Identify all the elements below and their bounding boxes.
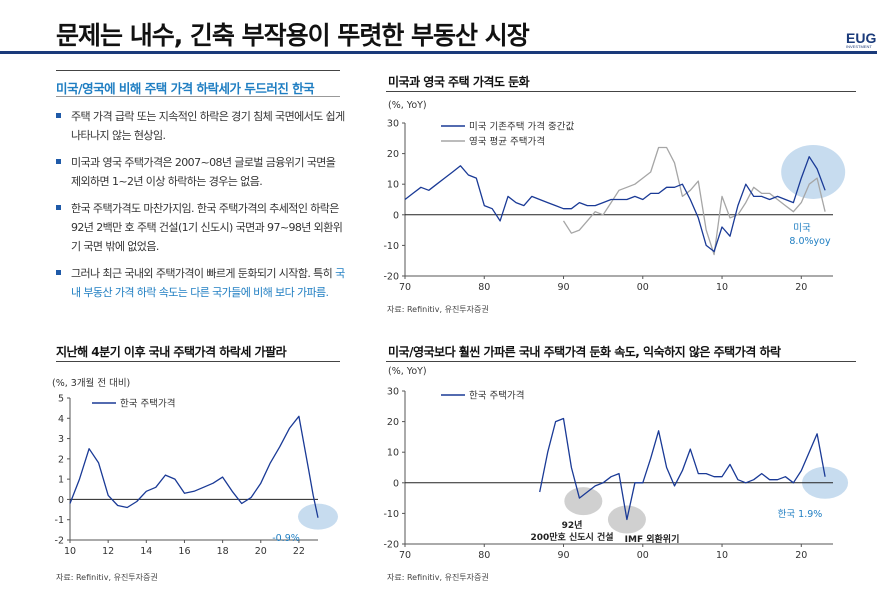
x-tick-label: 10 (716, 550, 728, 561)
series-line-1 (69, 415, 319, 518)
y-tick-label: 3 (58, 434, 64, 445)
legend-label: 미국 기존주택 가격 중간값 (469, 121, 574, 133)
annotation-imf: IMF 외환위기 (625, 533, 680, 545)
y-tick-label: 0 (393, 478, 399, 489)
y-tick-label: 20 (387, 149, 399, 160)
y-tick-label: 1 (58, 475, 64, 486)
annotation-1992-desc: 200만호 신도시 건설 (530, 531, 613, 543)
y-unit-label: (%, YoY) (388, 366, 427, 377)
x-tick-label: 00 (637, 550, 649, 561)
chart-korea-qoq-source: 자료: Refinitiv, 유진투자증권 (56, 573, 158, 582)
bullet-highlight-text: 국내 부동산 가격 하락 속도는 다른 국가들에 비해 보다 가파름. (71, 267, 345, 299)
x-tick-label: 80 (478, 282, 490, 293)
bullet-item: 주택 가격 급락 또는 지속적인 하락은 경기 침체 국면에서도 쉽게 나타나지… (56, 107, 346, 145)
bullet-text: 그러나 최근 국내외 주택가격이 빠르게 둔화되기 시작함. 특히 (71, 267, 336, 280)
y-tick-label: 5 (58, 394, 64, 405)
bullet-text: 한국 주택가격도 마찬가지임. 한국 주택가격의 추세적인 하락은 92년 2백… (71, 202, 343, 253)
y-tick-label: 10 (387, 180, 399, 191)
y-tick-label: -20 (383, 540, 399, 551)
chart-korea-yoy-heading: 미국/영국보다 훨씬 가파른 국내 주택가격 둔화 속도, 익숙하지 않은 주택… (388, 345, 781, 359)
x-tick-label: 22 (293, 546, 305, 557)
bullet-item: 미국과 영국 주택가격은 2007~08년 글로벌 금융위기 국면을 제외하면 … (56, 153, 346, 191)
x-tick-label: 14 (140, 546, 152, 557)
annotation-us-label: 미국 (793, 223, 811, 234)
bullet-marker (56, 113, 61, 118)
page-title: 문제는 내수, 긴축 부작용이 뚜렷한 부동산 시장 (56, 21, 530, 50)
left-panel-top-rule (56, 70, 340, 71)
bullet-text: 미국과 영국 주택가격은 2007~08년 글로벌 금융위기 국면을 제외하면 … (71, 156, 336, 188)
highlight-circle (781, 144, 846, 199)
x-tick-label: 80 (478, 550, 490, 561)
x-tick-label: 20 (795, 282, 807, 293)
x-tick-label: 10 (64, 546, 76, 557)
chart-korea-yoy-source: 자료: Refinitiv, 유진투자증권 (387, 573, 489, 582)
x-tick-label: 18 (217, 546, 229, 557)
legend-label: 영국 평균 주택가격 (469, 136, 545, 148)
highlight-circle-1992 (564, 487, 603, 516)
bullet-text: 주택 가격 급락 또는 지속적인 하락은 경기 침체 국면에서도 쉽게 나타나지… (71, 110, 345, 142)
bullet-item: 한국 주택가격도 마찬가지임. 한국 주택가격의 추세적인 하락은 92년 2백… (56, 199, 346, 256)
x-tick-label: 16 (178, 546, 190, 557)
series-line-1 (539, 417, 826, 521)
y-tick-label: 20 (387, 417, 399, 428)
y-tick-label: 0 (393, 210, 399, 221)
chart-korea-qoq-heading: 지난해 4분기 이후 국내 주택가격 하락세 가팔라 (56, 345, 287, 359)
title-divider (0, 51, 877, 54)
chart-korea-qoq-rule (56, 361, 340, 362)
x-tick-label: 90 (557, 550, 569, 561)
y-tick-label: -1 (55, 515, 64, 526)
annotation-us-value: 8.0%yoy (789, 236, 831, 247)
y-tick-label: 0 (58, 495, 64, 506)
x-tick-label: 20 (255, 546, 267, 557)
bullet-marker (56, 205, 61, 210)
annotation-1992-label: 92년 (562, 519, 583, 531)
y-tick-label: -10 (383, 509, 399, 520)
x-tick-label: 12 (102, 546, 114, 557)
left-panel-subheading-rule (56, 96, 340, 97)
bullet-marker (56, 270, 61, 275)
y-tick-label: 4 (58, 414, 64, 425)
y-tick-label: 10 (387, 448, 399, 459)
chart-us-uk-rule (386, 91, 856, 92)
y-unit-label: (%, 3개월 전 대비) (52, 377, 130, 389)
logo-subtext: INVESTMENT (846, 44, 872, 49)
bullet-marker (56, 159, 61, 164)
x-tick-label: 90 (557, 282, 569, 293)
legend-label: 한국 주택가격 (469, 390, 524, 402)
y-tick-label: -10 (383, 241, 399, 252)
x-tick-label: 70 (399, 550, 411, 561)
y-tick-label: 30 (387, 119, 399, 130)
series-line-1 (404, 156, 826, 253)
series-line-2 (562, 146, 826, 256)
y-tick-label: -20 (383, 272, 399, 283)
y-tick-label: 2 (58, 454, 64, 465)
legend-label: 한국 주택가격 (120, 398, 175, 410)
x-tick-label: 20 (795, 550, 807, 561)
bullet-list: 주택 가격 급락 또는 지속적인 하락은 경기 침체 국면에서도 쉽게 나타나지… (56, 107, 346, 310)
annotation-korea-value: 한국 1.9% (778, 509, 823, 520)
x-tick-label: 70 (399, 282, 411, 293)
x-tick-label: 00 (637, 282, 649, 293)
left-panel-subheading: 미국/영국에 비해 주택 가격 하락세가 두드러진 한국 (56, 81, 315, 96)
chart-korea-yoy-rule (386, 361, 856, 362)
y-tick-label: -2 (55, 536, 64, 547)
chart-us-uk-heading: 미국과 영국 주택 가격도 둔화 (388, 75, 530, 89)
y-unit-label: (%, YoY) (388, 100, 427, 111)
y-tick-label: 30 (387, 387, 399, 398)
bullet-item: 그러나 최근 국내외 주택가격이 빠르게 둔화되기 시작함. 특히 국내 부동산… (56, 264, 346, 302)
logo: EUG (846, 30, 877, 46)
chart-us-uk-source: 자료: Refinitiv, 유진투자증권 (387, 305, 489, 314)
x-tick-label: 10 (716, 282, 728, 293)
annotation-korea-value: -0.9% (272, 533, 300, 544)
